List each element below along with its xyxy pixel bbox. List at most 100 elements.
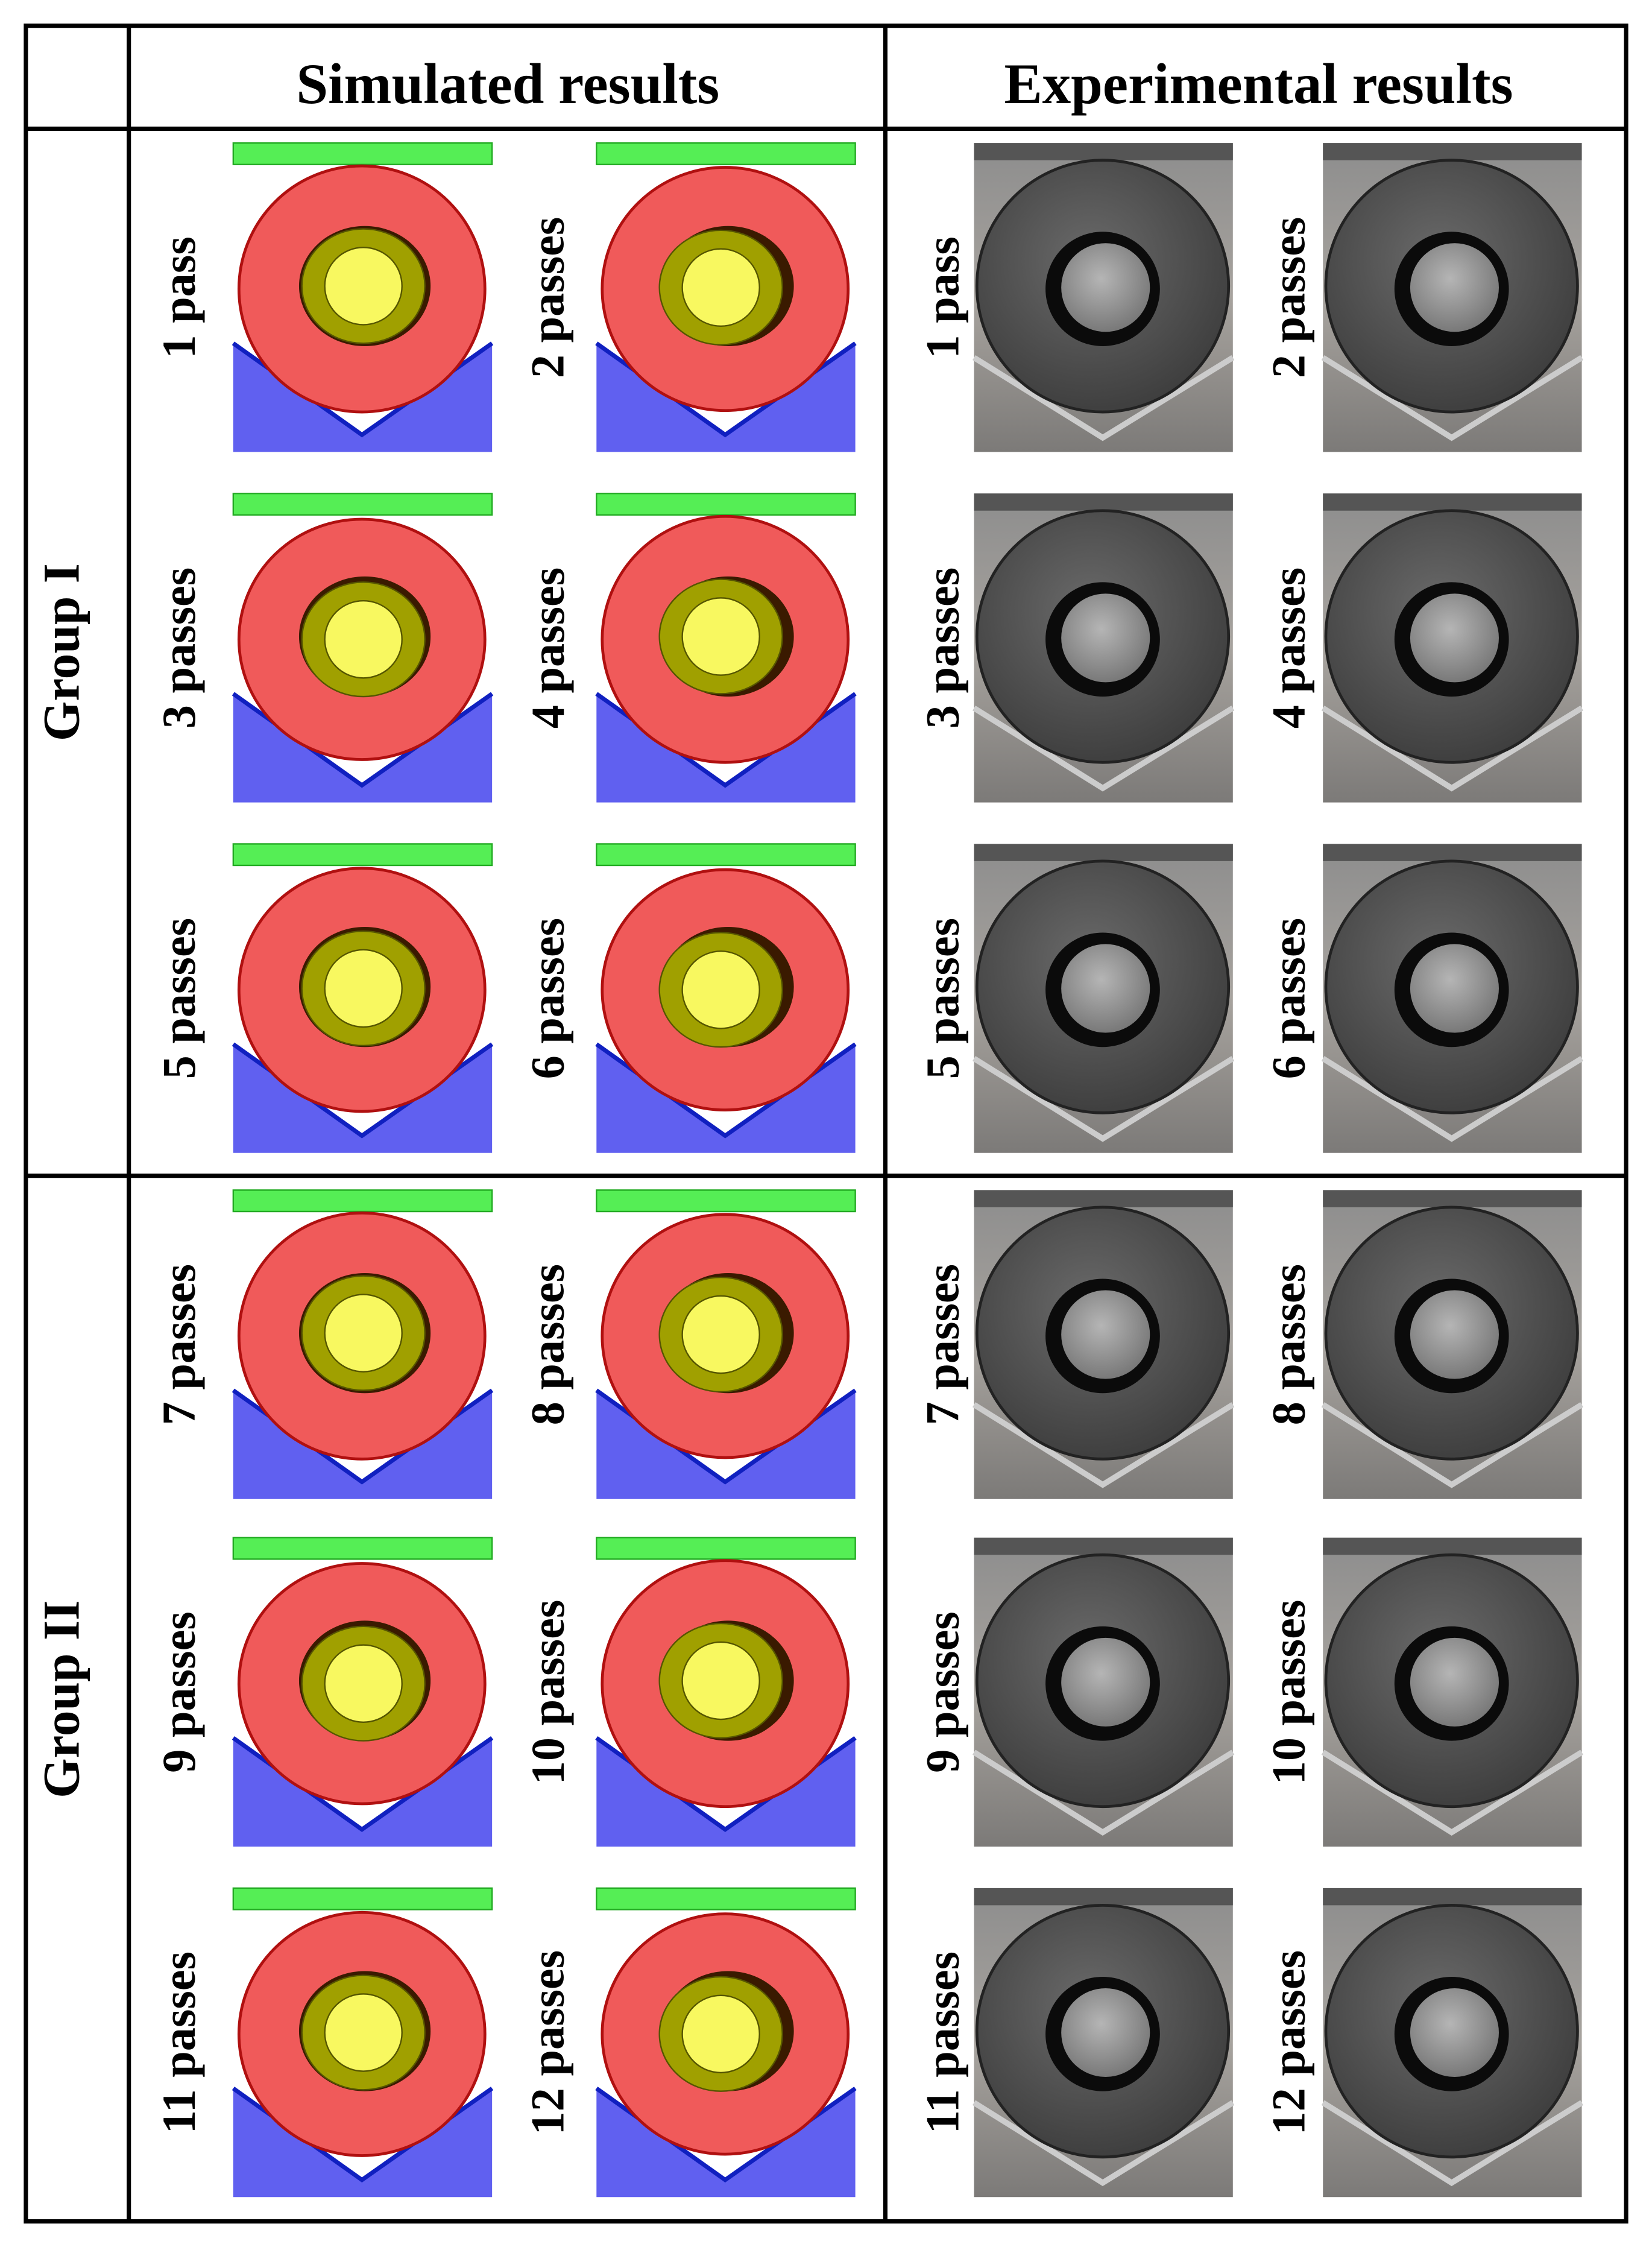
inner-rod xyxy=(1410,243,1499,332)
core-rod xyxy=(324,600,403,679)
upper-plate xyxy=(974,844,1233,861)
core-rod xyxy=(324,1993,403,2072)
pass-label: 10 passes xyxy=(1262,1600,1314,1785)
upper-plate xyxy=(974,1190,1233,1207)
pass-label: 8 passes xyxy=(522,1264,574,1425)
upper-die xyxy=(596,843,856,867)
lower-die xyxy=(233,2088,493,2198)
simulation-image xyxy=(595,493,857,803)
group-label: Group I xyxy=(34,563,90,741)
upper-die xyxy=(232,493,493,516)
pass-label: 8 passes xyxy=(1262,1264,1314,1425)
pass-label: 11 passes xyxy=(153,1951,205,2134)
v-block xyxy=(972,355,1235,441)
pass-label: 4 passes xyxy=(1262,567,1314,728)
core-rod xyxy=(681,597,760,676)
upper-die xyxy=(232,142,493,165)
pass-label: 1 pass xyxy=(916,236,968,358)
experiment-photo xyxy=(1321,1537,1584,1847)
experiment-photo xyxy=(972,1537,1235,1847)
lower-die xyxy=(596,2088,856,2198)
upper-die xyxy=(596,1189,856,1213)
pass-label: 12 passes xyxy=(1262,1950,1314,2135)
experiment-photo xyxy=(972,1190,1235,1499)
v-block xyxy=(972,1402,1235,1488)
upper-plate xyxy=(1323,844,1582,861)
lower-die xyxy=(596,1044,856,1153)
pass-label: 5 passes xyxy=(153,918,205,1079)
upper-plate xyxy=(974,493,1233,511)
upper-die xyxy=(232,1537,493,1560)
pass-label: 2 passes xyxy=(522,217,574,378)
upper-plate xyxy=(1323,143,1582,160)
upper-plate xyxy=(974,1537,1233,1555)
core-rod xyxy=(324,1294,403,1373)
simulation-image xyxy=(595,1537,857,1847)
core-rod xyxy=(681,248,760,327)
core-rod xyxy=(324,949,403,1028)
v-block xyxy=(1321,1056,1584,1142)
upper-die xyxy=(596,142,856,165)
experiment-photo xyxy=(1321,1888,1584,2198)
v-block xyxy=(972,1056,1235,1142)
experiment-photo xyxy=(972,844,1235,1153)
pass-label: 10 passes xyxy=(522,1600,574,1785)
core-rod xyxy=(681,1641,760,1721)
pass-label: 7 passes xyxy=(916,1264,968,1425)
simulation-image xyxy=(232,493,494,803)
core-rod xyxy=(681,1295,760,1374)
inner-rod xyxy=(1410,1290,1499,1379)
v-block xyxy=(972,2100,1235,2187)
pass-label: 7 passes xyxy=(153,1264,205,1425)
inner-rod xyxy=(1061,593,1150,683)
pass-label: 11 passes xyxy=(916,1951,968,2134)
v-block xyxy=(1321,355,1584,441)
group-label: Group II xyxy=(34,1601,90,1798)
upper-plate xyxy=(974,1888,1233,1906)
simulation-image xyxy=(232,1537,494,1847)
v-block xyxy=(972,706,1235,792)
experiment-photo xyxy=(1321,1190,1584,1499)
pass-label: 1 pass xyxy=(153,236,205,358)
v-block xyxy=(1321,1749,1584,1836)
pass-label: 2 passes xyxy=(1262,217,1314,378)
pass-label: 6 passes xyxy=(522,918,574,1079)
lower-die xyxy=(233,694,493,803)
experiment-photo xyxy=(972,493,1235,803)
lower-die xyxy=(233,1390,493,1499)
simulation-image xyxy=(595,1887,857,2198)
pass-label: 9 passes xyxy=(153,1611,205,1772)
pass-label: 3 passes xyxy=(916,567,968,728)
simulation-image xyxy=(232,142,494,452)
experiment-photo xyxy=(972,143,1235,452)
upper-plate xyxy=(974,143,1233,160)
simulation-image xyxy=(232,1189,494,1499)
inner-rod xyxy=(1061,944,1150,1033)
inner-rod xyxy=(1061,1290,1150,1379)
upper-plate xyxy=(1323,493,1582,511)
cells: Group I 1 pass 2 passes 3 passes 4 passes 5 p… xyxy=(34,142,1584,2198)
upper-plate xyxy=(1323,1537,1582,1555)
pass-label: 4 passes xyxy=(522,567,574,728)
column-header: Experimental results xyxy=(1004,52,1513,116)
core-rod xyxy=(681,1994,760,2074)
inner-rod xyxy=(1410,1988,1499,2077)
upper-die xyxy=(596,1537,856,1560)
experiment-photo xyxy=(1321,143,1584,452)
core-rod xyxy=(324,247,403,326)
pass-label: 9 passes xyxy=(916,1611,968,1772)
inner-rod xyxy=(1410,1637,1499,1727)
upper-die xyxy=(232,1189,493,1213)
lower-die xyxy=(596,1737,856,1847)
experiment-photo xyxy=(1321,844,1584,1153)
lower-die xyxy=(596,343,856,452)
pass-label: 6 passes xyxy=(1262,918,1314,1079)
lower-die xyxy=(596,1390,856,1499)
core-rod xyxy=(324,1644,403,1723)
upper-die xyxy=(232,843,493,867)
inner-rod xyxy=(1410,944,1499,1033)
table-grid xyxy=(24,24,1628,2224)
inner-rod xyxy=(1061,1988,1150,2077)
pass-label: 3 passes xyxy=(153,567,205,728)
